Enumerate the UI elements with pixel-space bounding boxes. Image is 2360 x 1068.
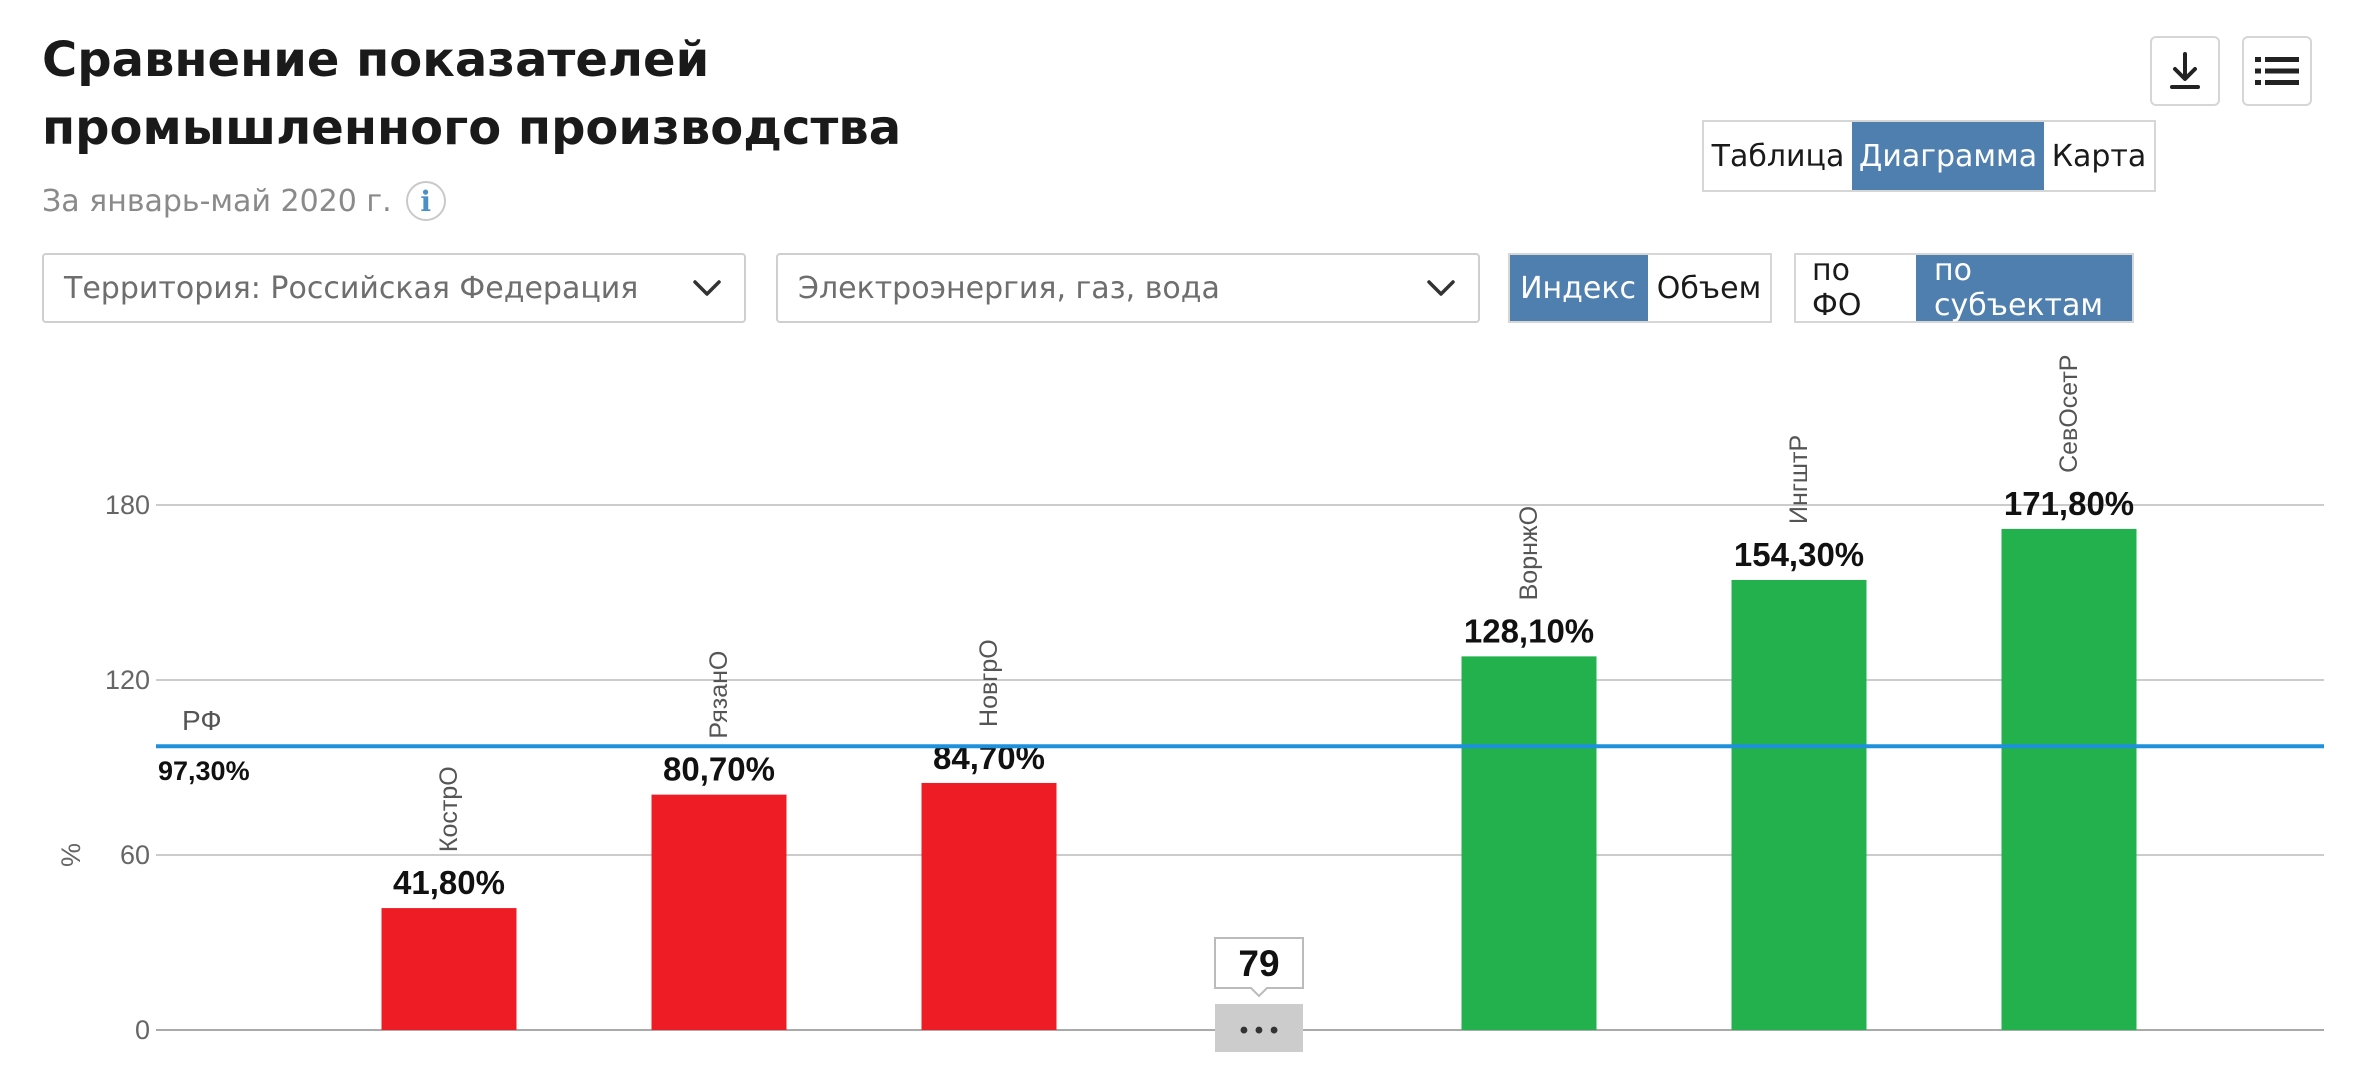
list-icon xyxy=(2255,57,2299,85)
download-icon xyxy=(2170,52,2200,89)
tab-by-federal-district[interactable]: по ФО xyxy=(1812,253,1862,323)
category-select[interactable]: Электроэнергия, газ, вода xyxy=(776,253,1480,323)
bar-value-label: 171,80% xyxy=(2004,485,2134,522)
hidden-count-label: 79 xyxy=(1238,943,1279,984)
tab-index[interactable]: Индекс xyxy=(1510,255,1646,321)
view-switcher: Таблица Диаграмма Карта xyxy=(1702,120,2156,192)
grouping-switcher: по ФО по субъектам xyxy=(1794,253,2134,323)
tab-table[interactable]: Таблица xyxy=(1711,138,1845,174)
bar xyxy=(381,908,517,1030)
territory-select-value: Территория: Российская Федерация xyxy=(64,270,639,306)
bar-category-label: РязанО xyxy=(705,651,733,739)
y-tick-label: 180 xyxy=(105,490,150,520)
tab-volume[interactable]: Объем xyxy=(1646,255,1770,321)
bar xyxy=(921,782,1057,1030)
y-tick-label: 0 xyxy=(135,1015,150,1045)
bar-category-label: СевОсетР xyxy=(2055,355,2083,473)
bar xyxy=(2001,528,2137,1030)
bar-category-label: ВорнжО xyxy=(1515,506,1543,600)
bar xyxy=(1461,656,1597,1030)
bar xyxy=(651,794,787,1030)
tab-diagram[interactable]: Диаграмма xyxy=(1852,122,2042,190)
period-subtitle: За январь-май 2020 г. xyxy=(42,183,392,219)
bar-value-label: 128,10% xyxy=(1464,612,1594,649)
tab-by-region[interactable]: по субъектам xyxy=(1916,253,2132,323)
info-icon[interactable]: i xyxy=(405,181,446,221)
tab-map[interactable]: Карта xyxy=(2042,122,2154,190)
expand-hidden-button-label[interactable]: • • • xyxy=(1240,1017,1279,1044)
page-title: Сравнение показателей промышленного прои… xyxy=(42,32,902,156)
menu-button[interactable] xyxy=(2242,36,2312,106)
bar-value-label: 154,30% xyxy=(1734,536,1864,573)
y-tick-label: 60 xyxy=(120,840,150,870)
bar-value-label: 80,70% xyxy=(663,751,775,788)
category-select-value: Электроэнергия, газ, вода xyxy=(798,270,1220,306)
reference-value-label: 97,30% xyxy=(158,756,250,786)
hidden-bars-indicator: 79 • • • xyxy=(1214,937,1304,1052)
chevron-down-icon xyxy=(1427,280,1455,296)
y-tick-label: 120 xyxy=(105,665,150,695)
chevron-down-icon xyxy=(693,280,721,296)
bar-value-label: 41,80% xyxy=(393,864,505,901)
measure-switcher: Индекс Объем xyxy=(1508,253,1772,323)
reference-name-label: РФ xyxy=(182,705,222,736)
territory-select[interactable]: Территория: Российская Федерация xyxy=(42,253,746,323)
y-axis-label: % xyxy=(56,843,86,867)
bar-category-label: НовгрО xyxy=(975,639,1003,727)
bar xyxy=(1731,579,1867,1030)
download-button[interactable] xyxy=(2150,36,2220,106)
count-callout xyxy=(1214,937,1304,998)
expand-hidden-button[interactable] xyxy=(1215,1004,1303,1052)
bar-category-label: КострО xyxy=(435,766,463,852)
bar-category-label: ИнгштР xyxy=(1785,435,1813,524)
subtitle-row: За январь-май 2020 г. i xyxy=(42,178,446,224)
